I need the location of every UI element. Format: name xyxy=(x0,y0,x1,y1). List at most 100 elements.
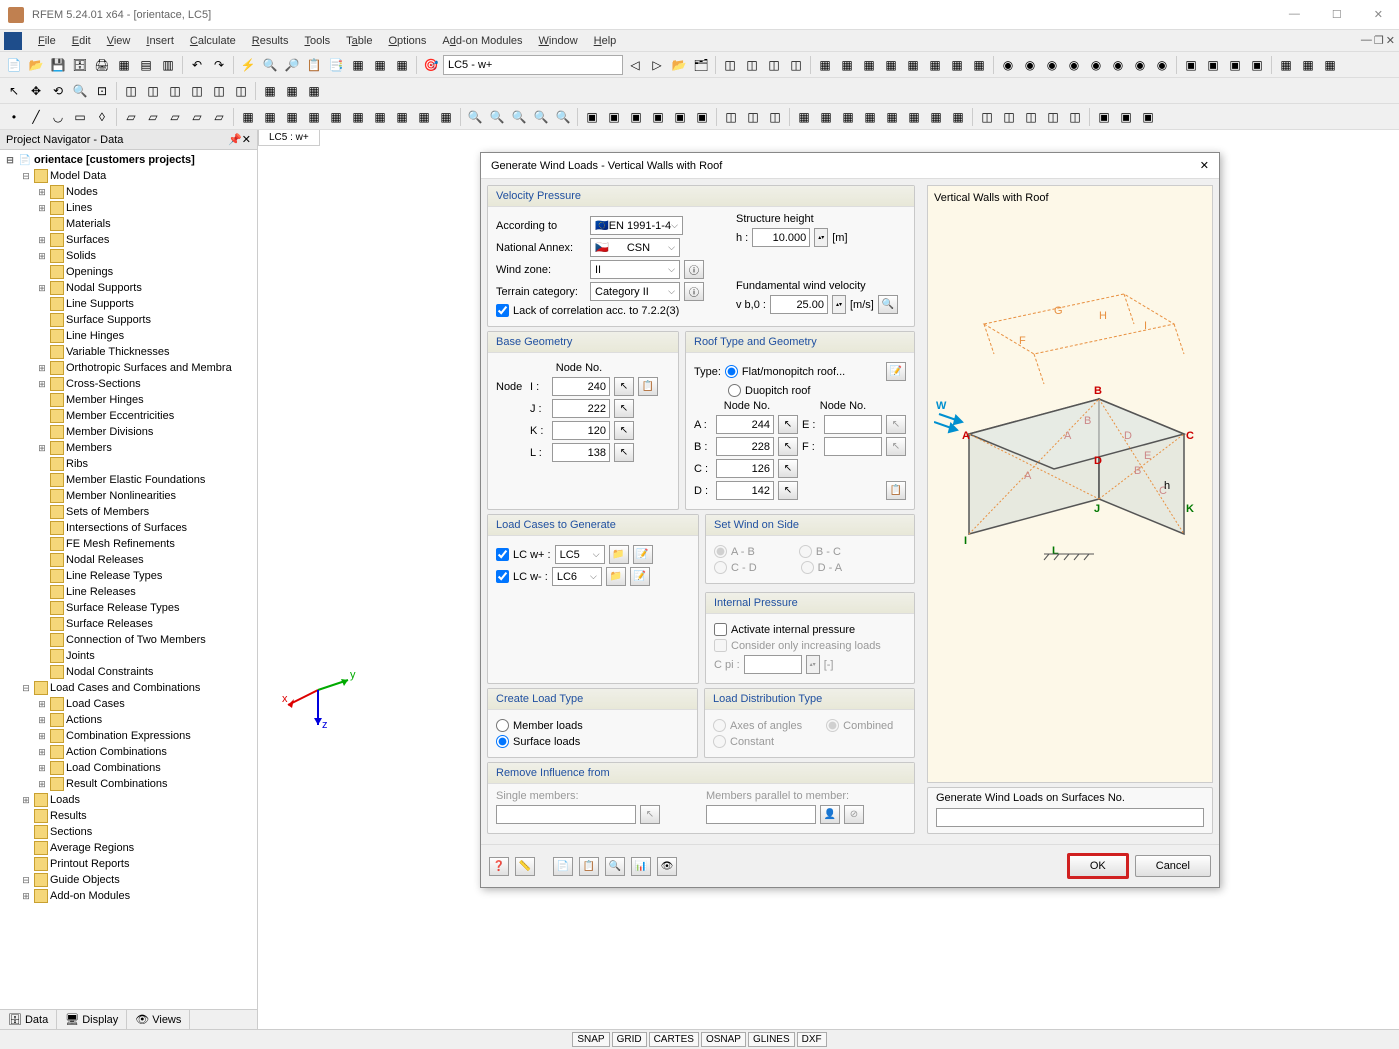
tb-btn[interactable]: ▦ xyxy=(260,81,280,101)
tb-btn[interactable]: ↖ xyxy=(4,81,24,101)
tb-btn[interactable]: ▦ xyxy=(903,55,923,75)
undo-icon[interactable]: ↶ xyxy=(187,55,207,75)
tb-btn[interactable]: 🔍 xyxy=(487,107,507,127)
tb-btn[interactable]: ▤ xyxy=(136,55,156,75)
tb-btn[interactable]: 🔍 xyxy=(465,107,485,127)
tb-btn[interactable]: ▷ xyxy=(647,55,667,75)
tb-btn[interactable]: ▱ xyxy=(121,107,141,127)
lc-wplus-combo[interactable]: LC5 xyxy=(555,545,605,564)
tb-btn[interactable]: 🔍 xyxy=(509,107,529,127)
nav-tab-display[interactable]: 🖥 Display xyxy=(57,1010,127,1029)
tb-btn[interactable]: ◫ xyxy=(765,107,785,127)
tree-item[interactable]: Line Hinges xyxy=(0,328,257,344)
tb-btn[interactable]: ▦ xyxy=(436,107,456,127)
tree-item[interactable]: Line Releases xyxy=(0,584,257,600)
tb-btn[interactable]: ▣ xyxy=(648,107,668,127)
tb-btn[interactable]: ▥ xyxy=(158,55,178,75)
tree-item[interactable]: Surface Release Types xyxy=(0,600,257,616)
tb-btn[interactable]: 🔍 xyxy=(260,55,280,75)
tb-btn[interactable]: 🔎 xyxy=(282,55,302,75)
roof-c-input[interactable] xyxy=(716,459,774,478)
tb-btn[interactable]: ◫ xyxy=(742,55,762,75)
tb-btn[interactable]: ▣ xyxy=(582,107,602,127)
menu-edit[interactable]: Edit xyxy=(64,33,99,49)
status-cartes[interactable]: CARTES xyxy=(649,1032,699,1047)
tb-btn[interactable]: ▦ xyxy=(925,55,945,75)
tb-btn[interactable]: ◫ xyxy=(231,81,251,101)
tb-btn[interactable]: 🔍 xyxy=(553,107,573,127)
nav-close-icon[interactable]: ✕ xyxy=(242,133,251,146)
redo-icon[interactable]: ↷ xyxy=(209,55,229,75)
tb-btn[interactable]: ▦ xyxy=(881,55,901,75)
tb-btn[interactable]: ▣ xyxy=(1247,55,1267,75)
lc-wminus-check[interactable]: LC w- : xyxy=(496,570,548,583)
tree-item[interactable]: ⊞Cross-Sections xyxy=(0,376,257,392)
tb-btn[interactable]: ◉ xyxy=(1086,55,1106,75)
tb-btn[interactable]: ◉ xyxy=(998,55,1018,75)
tree-item[interactable]: ⊞Lines xyxy=(0,200,257,216)
tb-btn[interactable]: ▣ xyxy=(1181,55,1201,75)
save-icon[interactable]: 💾 xyxy=(48,55,68,75)
tb-btn[interactable]: ⟲ xyxy=(48,81,68,101)
tb-btn[interactable]: ◡ xyxy=(48,107,68,127)
tree-item[interactable]: ⊟Model Data xyxy=(0,168,257,184)
tb-btn[interactable]: ▦ xyxy=(860,107,880,127)
tb-btn[interactable]: 📑 xyxy=(326,55,346,75)
tb-btn[interactable]: ◫ xyxy=(143,81,163,101)
tb-btn[interactable]: ◫ xyxy=(1043,107,1063,127)
footer-btn[interactable]: 📄 xyxy=(553,857,573,876)
status-glines[interactable]: GLINES xyxy=(748,1032,795,1047)
tb-btn[interactable]: ▦ xyxy=(794,107,814,127)
tb-btn[interactable]: ▦ xyxy=(1320,55,1340,75)
tree-item[interactable]: Member Divisions xyxy=(0,424,257,440)
tb-btn[interactable]: ◫ xyxy=(743,107,763,127)
roof-c-pick-icon[interactable]: ↖ xyxy=(778,459,798,478)
height-input[interactable] xyxy=(752,228,810,247)
tree-item[interactable]: Ribs xyxy=(0,456,257,472)
tree-item[interactable]: ⊞Actions xyxy=(0,712,257,728)
units-icon[interactable]: 📏 xyxy=(515,857,535,876)
tree-item[interactable]: ⊞Nodes xyxy=(0,184,257,200)
node-k-input[interactable] xyxy=(552,421,610,440)
tree-item[interactable]: ⊞Orthotropic Surfaces and Membra xyxy=(0,360,257,376)
tb-btn[interactable]: 🔍 xyxy=(70,81,90,101)
tb-btn[interactable]: ◉ xyxy=(1108,55,1128,75)
tb-btn[interactable]: ◫ xyxy=(720,55,740,75)
tb-btn[interactable]: ◫ xyxy=(721,107,741,127)
tree-item[interactable]: Nodal Constraints xyxy=(0,664,257,680)
tree-item[interactable]: Sets of Members xyxy=(0,504,257,520)
node-k-pick-icon[interactable]: ↖ xyxy=(614,421,634,440)
tb-btn[interactable]: ▣ xyxy=(1138,107,1158,127)
tb-btn[interactable]: 🔍 xyxy=(531,107,551,127)
tb-btn[interactable]: ◫ xyxy=(1065,107,1085,127)
menu-view[interactable]: View xyxy=(99,33,139,49)
tb-btn[interactable]: ▦ xyxy=(370,55,390,75)
surfaces-no-input[interactable] xyxy=(936,808,1204,827)
flat-roof-radio[interactable]: Flat/monopitch roof... xyxy=(725,365,845,378)
tree-item[interactable]: ⊞Surfaces xyxy=(0,232,257,248)
tb-btn[interactable]: ▦ xyxy=(948,107,968,127)
tree-item[interactable]: Sections xyxy=(0,824,257,840)
tree-item[interactable]: ⊞Solids xyxy=(0,248,257,264)
tb-btn[interactable]: ▦ xyxy=(370,107,390,127)
tb-btn[interactable]: ◊ xyxy=(92,107,112,127)
lack-correlation-check[interactable]: Lack of correlation acc. to 7.2.2(3) xyxy=(496,304,679,317)
tb-btn[interactable]: ◫ xyxy=(999,107,1019,127)
tb-btn[interactable]: ◫ xyxy=(121,81,141,101)
tb-btn[interactable]: ◫ xyxy=(977,107,997,127)
roof-list-icon[interactable]: 📋 xyxy=(886,481,906,500)
menu-file[interactable]: File xyxy=(30,33,64,49)
footer-btn[interactable]: 📋 xyxy=(579,857,599,876)
tree-item[interactable]: Connection of Two Members xyxy=(0,632,257,648)
footer-btn[interactable]: 📊 xyxy=(631,857,651,876)
tb-btn[interactable]: ▣ xyxy=(1094,107,1114,127)
roof-a-input[interactable] xyxy=(716,415,774,434)
tree-item[interactable]: ⊞Action Combinations xyxy=(0,744,257,760)
menu-insert[interactable]: Insert xyxy=(138,33,182,49)
open-icon[interactable]: 📂 xyxy=(26,55,46,75)
tree-item[interactable]: Variable Thicknesses xyxy=(0,344,257,360)
maximize-button[interactable]: ☐ xyxy=(1324,6,1350,23)
tb-btn[interactable]: ◉ xyxy=(1064,55,1084,75)
minimize-button[interactable]: — xyxy=(1281,6,1308,23)
tb-btn[interactable]: ▦ xyxy=(326,107,346,127)
